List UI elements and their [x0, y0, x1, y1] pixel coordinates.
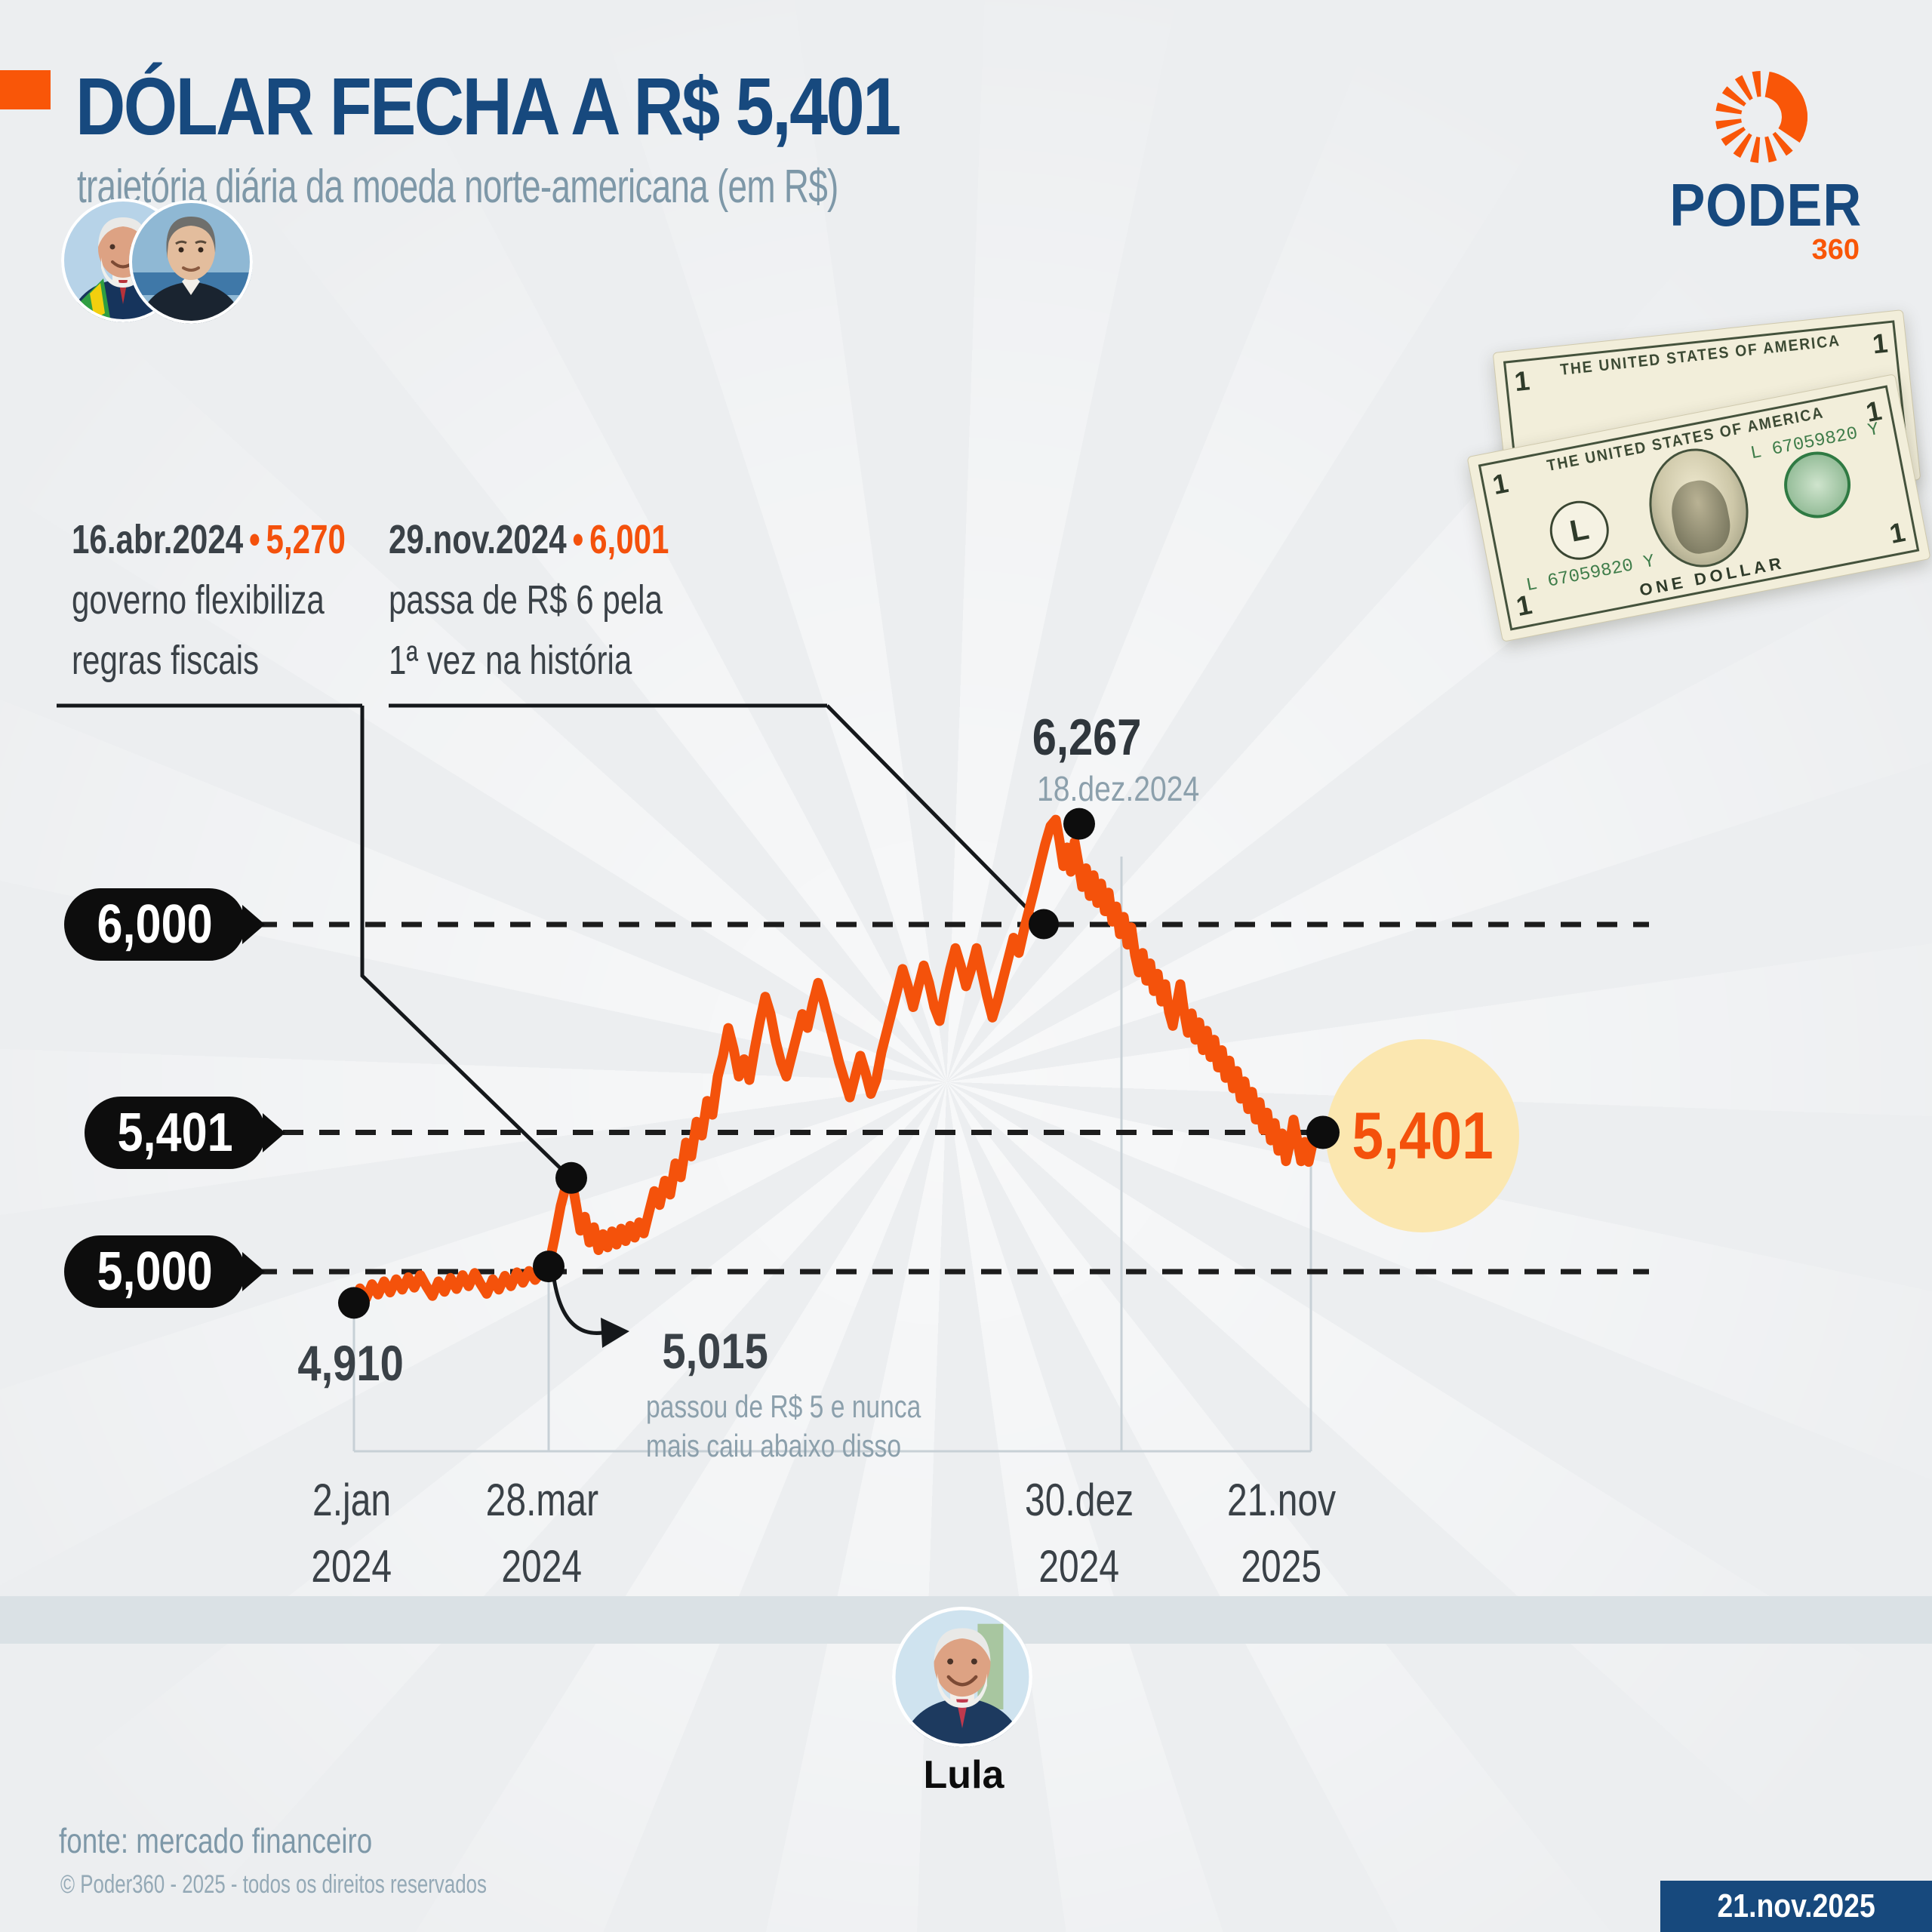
peak-value: 6,267 — [1032, 709, 1142, 766]
marker-end-5401 — [1306, 1115, 1340, 1149]
closing-value: 5,401 — [1352, 1098, 1494, 1173]
y-axis-pill-label: 5,401 — [117, 1102, 233, 1163]
avatar-lula-bottom — [892, 1607, 1032, 1747]
date-badge-text: 21.nov.2025 — [1717, 1887, 1875, 1924]
threshold-value: 5,015 — [662, 1323, 769, 1379]
bullet-icon: • — [248, 517, 260, 562]
event-value: 5,270 — [266, 517, 346, 562]
marker-spike-5270 — [555, 1161, 587, 1194]
event-description-line: regras fiscais — [72, 638, 260, 683]
event-description-line: 1ª vez na história — [389, 638, 632, 683]
x-tick-2jan2024: 2.jan 2024 — [231, 1467, 472, 1600]
title-accent-square — [0, 70, 51, 109]
threshold-arrow-curve — [552, 1278, 603, 1335]
y-axis-pill-label: 6,000 — [97, 894, 213, 955]
event-value: 6,001 — [589, 517, 669, 562]
event-description-line: governo flexibiliza — [72, 577, 325, 623]
x-tick-line: 2025 — [1241, 1541, 1322, 1592]
event-annotation-above-six: 29.nov.2024 • 6,001 passa de R$ 6 pela 1ª … — [389, 509, 718, 691]
copyright-text: © Poder360 - 2025 - todos os direitos re… — [60, 1870, 487, 1899]
start-value: 4,910 — [297, 1335, 405, 1391]
bullet-icon: • — [572, 517, 584, 562]
chart-reference-dashed-lines — [257, 921, 1649, 1275]
x-tick-21nov2025: 21.nov 2025 — [1161, 1467, 1402, 1600]
y-axis-pill-5,401: 5,401 — [85, 1096, 266, 1169]
usd-brl-price-line — [349, 814, 1328, 1308]
data-point-markers — [338, 808, 1340, 1319]
closing-value-highlight: 5,401 — [1326, 1039, 1519, 1232]
poder360-360-label: 360 — [1811, 234, 1860, 266]
threshold-arrowhead-icon — [601, 1318, 629, 1348]
chart-gridlines — [352, 857, 1312, 1453]
threshold-note-line2: mais caiu abaixo disso — [646, 1428, 902, 1463]
x-tick-28mar2024: 28.mar 2024 — [421, 1467, 663, 1600]
x-tick-line: 2024 — [1038, 1541, 1120, 1592]
x-tick-line: 2024 — [311, 1541, 392, 1592]
y-axis-pill-label: 5,000 — [97, 1241, 213, 1302]
poder360-wordmark: PODER — [1669, 171, 1863, 238]
threshold-value-label: 5,015 — [617, 1322, 814, 1380]
peak-date: 18.dez.2024 — [1037, 769, 1200, 808]
chart-annotation-connectors — [57, 703, 1045, 1348]
marker-cross-5015 — [533, 1251, 565, 1283]
marker-start-4910 — [338, 1287, 370, 1319]
date-badge: 21.nov.2025 — [1660, 1881, 1932, 1932]
price-line-series — [349, 814, 1328, 1308]
event-date-value: 29.nov.2024 • 6,001 — [389, 509, 718, 570]
page-title: DÓLAR FECHA A R$ 5,401 — [75, 60, 901, 152]
threshold-note-line1: passou de R$ 5 e nunca — [646, 1389, 921, 1424]
marker-first-6001 — [1029, 909, 1059, 940]
x-tick-line: 21.nov — [1226, 1475, 1337, 1525]
source-text: fonte: mercado financeiro — [59, 1821, 373, 1860]
event-date: 16.abr.2024 — [72, 517, 244, 562]
x-tick-line: 28.mar — [485, 1475, 598, 1525]
marker-peak-6267 — [1063, 808, 1095, 840]
event1-connector-line — [360, 706, 573, 1180]
peak-annotation: 6,267 — [966, 708, 1208, 767]
avatar-haddad-top — [129, 200, 253, 324]
event-date: 29.nov.2024 — [389, 517, 567, 562]
x-tick-line: 30.dez — [1024, 1475, 1134, 1525]
event2-connector-line — [826, 704, 1045, 927]
x-tick-line: 2.jan — [312, 1475, 392, 1525]
event-date-value: 16.abr.2024 • 5,270 — [72, 509, 401, 570]
peak-date-label: 18.dez.2024 — [998, 768, 1239, 809]
y-axis-pill-5,000: 5,000 — [64, 1235, 245, 1308]
start-value-label: 4,910 — [230, 1334, 472, 1392]
y-axis-pill-6,000: 6,000 — [64, 888, 245, 961]
event-description-line: passa de R$ 6 pela — [389, 577, 663, 623]
lula-caption: Lula — [923, 1753, 1004, 1797]
event-annotation-fiscal-rules: 16.abr.2024 • 5,270 governo flexibiliza re… — [72, 509, 401, 691]
poder360-sunburst-icon — [1715, 71, 1807, 163]
x-tick-30dez2024: 30.dez 2024 — [958, 1467, 1200, 1600]
x-tick-line: 2024 — [501, 1541, 583, 1592]
